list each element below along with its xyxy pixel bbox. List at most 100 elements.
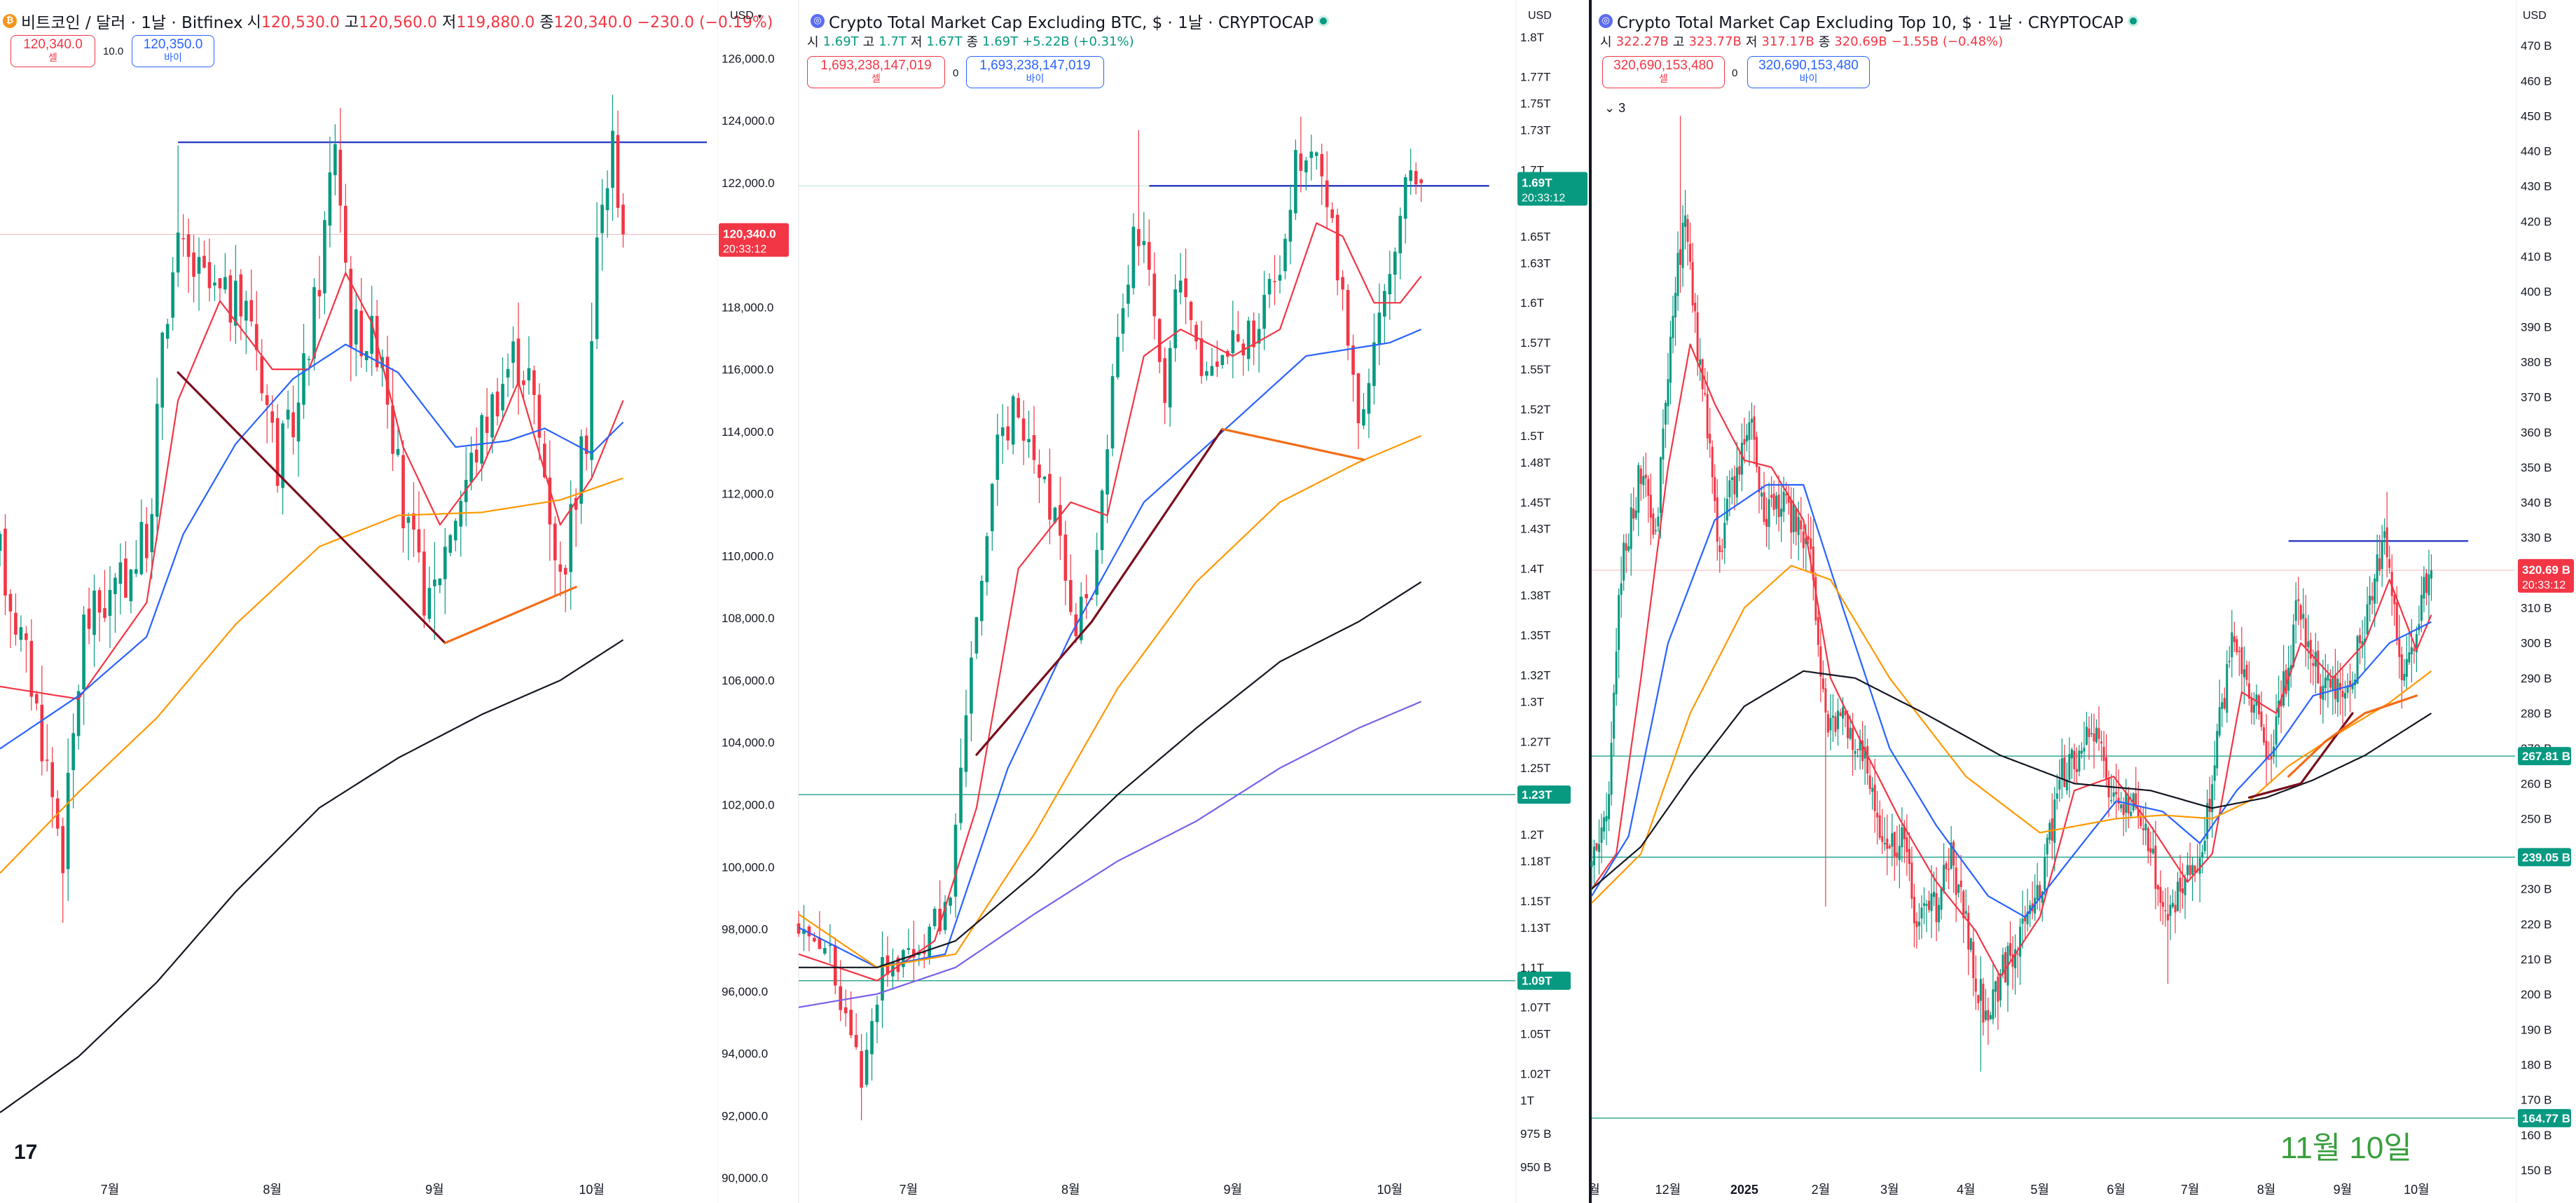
others-candle-body	[2343, 693, 2346, 699]
others-candle-body	[1642, 476, 1645, 486]
others-candle-body	[1654, 530, 1657, 532]
others-candle-body	[1984, 1010, 1987, 1020]
total2-candle-body	[1032, 434, 1036, 460]
date-stamp-annotation: 11월 10일	[2280, 1131, 2412, 1165]
total2-candle-body	[1257, 329, 1261, 344]
btc-candle-body	[76, 691, 81, 736]
others-candle-body	[1775, 495, 1778, 509]
btc-symbol-header[interactable]: ₿ 비트코인 / 달러 · 1날 · Bitfinex 시120,530.0 고…	[3, 9, 773, 33]
total2-candle-body	[1021, 418, 1026, 441]
btc-currency-selector[interactable]: USD ▾	[730, 10, 762, 22]
total2-chart-panel: 950 B 975 B 1T 1.02T 1.05T 1.07T 1.1T 1.13T 1.15…	[797, 0, 1587, 1203]
total2-y-tick-label: 1.2T	[1520, 828, 1544, 841]
btc-candle-body	[433, 579, 436, 586]
others-candle-body	[2095, 727, 2098, 743]
panel-divider	[1589, 0, 1592, 1203]
others-candle-body	[1933, 891, 1936, 898]
btc-candle-body	[391, 405, 394, 454]
others-candle-body	[1844, 710, 1847, 715]
others-candle-body	[2245, 664, 2248, 680]
btc-ohlc: 시120,530.0 고120,560.0 저119,880.0 종120,34…	[247, 14, 773, 32]
btc-candle-body	[569, 504, 573, 572]
others-candle-body	[2117, 797, 2120, 804]
others-buy-button[interactable]: 320,690,153,480 바이	[1747, 56, 1870, 88]
others-candle-body	[2083, 748, 2086, 752]
others-candle-body	[1667, 379, 1669, 407]
btc-candle-body	[197, 256, 201, 274]
total2-candle-body	[854, 1035, 858, 1047]
others-candle-body	[2374, 578, 2376, 604]
total2-sell-button[interactable]: 1,693,238,147,019 셀	[807, 56, 945, 88]
others-candle-body	[2240, 647, 2243, 674]
others-last-price-tag	[2518, 558, 2574, 593]
total2-y-tick-label: 1.27T	[1520, 735, 1550, 748]
indicators-collapse-toggle[interactable]: ⌄ 3	[1604, 101, 1626, 115]
others-candle-body	[2216, 731, 2219, 769]
btc-sell-button[interactable]: 120,340.0 셀	[11, 35, 95, 67]
others-candle-body	[1595, 843, 1598, 851]
btc-candle-body	[139, 522, 144, 575]
others-candle-body	[2107, 778, 2110, 797]
others-candle-body	[2231, 632, 2233, 658]
total2-candle-body	[1335, 214, 1339, 281]
btc-y-tick-label: 112,000.0	[722, 488, 773, 501]
others-level-price-tag	[2518, 1108, 2571, 1127]
total2-level-price-tag	[1517, 785, 1571, 804]
total2-candle-body	[807, 926, 811, 937]
others-candle-body	[1768, 499, 1770, 528]
total2-candle-body	[1137, 228, 1141, 247]
btc-candle-body	[202, 256, 206, 268]
others-candle-body	[1620, 583, 1623, 595]
others-candle-body	[1957, 884, 1960, 893]
others-candle-body	[1906, 837, 1908, 853]
total2-symbol-title[interactable]: Crypto Total Market Cap Excluding BTC, $…	[829, 14, 1314, 32]
total2-candle-body	[818, 937, 822, 949]
others-y-tick-label: 210 B	[2521, 953, 2551, 966]
btc-symbol-title[interactable]: 비트코인 / 달러 · 1날 · Bitfinex	[21, 14, 243, 32]
total2-candle-body	[1314, 152, 1318, 156]
others-currency-selector[interactable]: USD	[2523, 10, 2547, 22]
total2-candle-body	[1377, 312, 1382, 344]
others-candle-body	[1982, 984, 1985, 1023]
others-y-tick-label: 180 B	[2521, 1058, 2551, 1071]
others-candle-body	[1787, 496, 1790, 503]
tradingview-logo-icon[interactable]: 17	[14, 1141, 38, 1164]
others-candle-body	[1721, 550, 1723, 552]
total2-candle-body	[1210, 366, 1214, 376]
btc-candle-body	[35, 694, 39, 703]
others-candle-body	[2179, 878, 2182, 892]
others-candle-body	[2415, 633, 2418, 652]
total2-candle-body	[1000, 427, 1005, 436]
btc-candle-body	[584, 435, 588, 455]
total2-ma-line	[799, 581, 1422, 968]
others-x-tick-label: 9월	[2334, 1183, 2353, 1197]
others-candle-body	[1994, 981, 1997, 992]
total2-symbol-header[interactable]: ◎ Crypto Total Market Cap Excluding BTC,…	[811, 9, 1330, 33]
others-candle-body	[2046, 837, 2048, 855]
total2-buy-button[interactable]: 1,693,238,147,019 바이	[966, 56, 1104, 88]
total2-candle-body	[1199, 338, 1204, 376]
others-y-tick-label: 430 B	[2521, 180, 2551, 193]
others-symbol-title[interactable]: Crypto Total Market Cap Excluding Top 10…	[1617, 14, 2124, 32]
others-candle-body	[1613, 692, 1616, 739]
btc-candle-body	[590, 341, 593, 460]
total2-currency-selector[interactable]: USD	[1528, 10, 1552, 22]
others-candle-body	[2171, 902, 2174, 907]
total2-trend-line	[975, 427, 1224, 756]
others-candle-body	[2169, 905, 2172, 916]
others-candle-body	[2339, 682, 2341, 691]
btc-candle-body	[129, 569, 133, 602]
others-symbol-header[interactable]: ◎ Crypto Total Market Cap Excluding Top …	[1599, 9, 2140, 33]
others-candle-body	[1866, 745, 1869, 774]
total2-candle-body	[1356, 373, 1361, 424]
others-candle-body	[2156, 885, 2159, 890]
total2-candle-body	[990, 483, 994, 532]
others-sell-button[interactable]: 320,690,153,480 셀	[1602, 56, 1725, 88]
others-candle-body	[1987, 1010, 1990, 1021]
btc-buy-button[interactable]: 120,350.0 바이	[132, 35, 214, 67]
total2-candle-body	[843, 1007, 848, 1014]
btc-candle-body	[155, 404, 159, 517]
others-candle-body	[1886, 838, 1889, 849]
total2-candle-body	[1127, 284, 1130, 304]
